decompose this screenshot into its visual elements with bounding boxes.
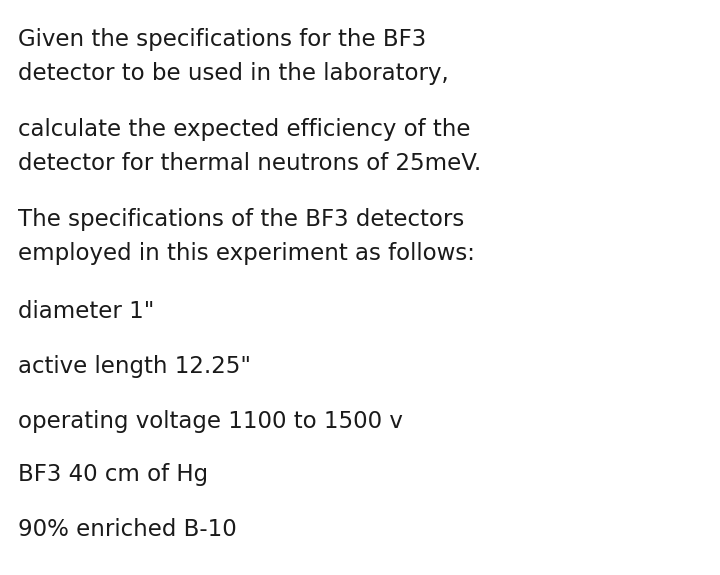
Text: diameter 1": diameter 1" [18, 300, 154, 323]
Text: 90% enriched B-10: 90% enriched B-10 [18, 518, 237, 541]
Text: detector to be used in the laboratory,: detector to be used in the laboratory, [18, 62, 449, 85]
Text: active length 12.25": active length 12.25" [18, 355, 251, 378]
Text: BF3 40 cm of Hg: BF3 40 cm of Hg [18, 463, 208, 486]
Text: employed in this experiment as follows:: employed in this experiment as follows: [18, 242, 475, 265]
Text: operating voltage 1100 to 1500 v: operating voltage 1100 to 1500 v [18, 410, 403, 433]
Text: detector for thermal neutrons of 25meV.: detector for thermal neutrons of 25meV. [18, 152, 481, 175]
Text: calculate the expected efficiency of the: calculate the expected efficiency of the [18, 118, 470, 141]
Text: The specifications of the BF3 detectors: The specifications of the BF3 detectors [18, 208, 464, 231]
Text: Given the specifications for the BF3: Given the specifications for the BF3 [18, 28, 426, 51]
